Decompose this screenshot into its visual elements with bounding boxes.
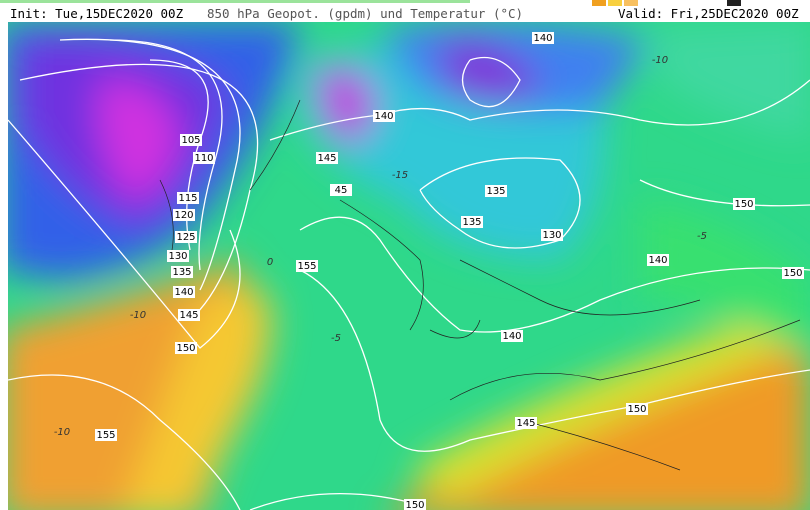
label-box <box>373 110 395 122</box>
temperature-label: -5 <box>331 333 341 344</box>
label-box <box>404 499 426 510</box>
label-box <box>296 260 318 272</box>
temperature-label: -5 <box>697 231 707 242</box>
contour-label: 140 <box>502 331 521 342</box>
contour-label: 155 <box>297 261 316 272</box>
contour-label: 140 <box>648 255 667 266</box>
contour-label: 105 <box>181 135 200 146</box>
contour-labels: 105 110 115 120 125 130 135 140 145 150 155 145 45 14… <box>54 32 804 510</box>
label-box <box>515 417 537 429</box>
contour-label: 145 <box>179 310 198 321</box>
init-time: Init: Tue,15DEC2020 00Z <box>10 6 184 21</box>
contour-label: 150 <box>783 268 802 279</box>
contour-label: 150 <box>405 500 424 510</box>
label-box <box>173 209 195 221</box>
label-box <box>193 152 215 164</box>
label-box <box>177 192 199 204</box>
contour-label: 150 <box>627 404 646 415</box>
label-box <box>167 250 189 262</box>
label-box <box>316 152 338 164</box>
contour-label: 45 <box>335 185 348 196</box>
contour-label: 150 <box>734 199 753 210</box>
label-box <box>175 231 197 243</box>
contour-label: 155 <box>96 430 115 441</box>
contour-label: 140 <box>533 33 552 44</box>
label-box <box>171 266 193 278</box>
contour-label: 140 <box>174 287 193 298</box>
label-box <box>541 229 563 241</box>
temperature-label: -10 <box>54 427 70 438</box>
header: Init: Tue,15DEC2020 00Z 850 hPa Geopot. … <box>0 6 810 22</box>
legend-box <box>727 0 741 6</box>
label-box <box>330 184 352 196</box>
contour-label: 115 <box>178 193 197 204</box>
label-box <box>175 342 197 354</box>
contour-label: 120 <box>174 210 193 221</box>
label-box <box>461 216 483 228</box>
contour-label: 135 <box>462 217 481 228</box>
temperature-label: -10 <box>652 55 668 66</box>
contour-label: 135 <box>172 267 191 278</box>
label-box <box>782 267 804 279</box>
contour-label: 145 <box>516 418 535 429</box>
label-box <box>95 429 117 441</box>
label-box <box>647 254 669 266</box>
legend-strip <box>0 0 470 3</box>
temperature-label: -10 <box>130 310 146 321</box>
contour-label: 145 <box>317 153 336 164</box>
label-box <box>501 330 523 342</box>
label-box <box>532 32 554 44</box>
contour-label: 130 <box>168 251 187 262</box>
label-box <box>485 185 507 197</box>
contour-label: 110 <box>194 153 213 164</box>
temperature-label: 0 <box>267 257 273 268</box>
map-title: 850 hPa Geopot. (gpdm) und Temperatur (°… <box>207 6 524 21</box>
valid-time: Valid: Fri,25DEC2020 00Z <box>618 6 799 21</box>
temperature-label: -15 <box>392 170 408 181</box>
label-box <box>180 134 202 146</box>
label-box <box>178 309 200 321</box>
label-box <box>626 403 648 415</box>
legend-box <box>608 0 622 6</box>
temperature-field <box>8 22 810 510</box>
legend-box <box>624 0 638 6</box>
contour-label: 150 <box>176 343 195 354</box>
contour-label: 140 <box>374 111 393 122</box>
contour-label: 130 <box>542 230 561 241</box>
label-box <box>173 286 195 298</box>
legend-box <box>592 0 606 6</box>
contour-label: 125 <box>176 232 195 243</box>
contour-label: 135 <box>486 186 505 197</box>
label-box <box>733 198 755 210</box>
coastlines <box>159 99 801 471</box>
